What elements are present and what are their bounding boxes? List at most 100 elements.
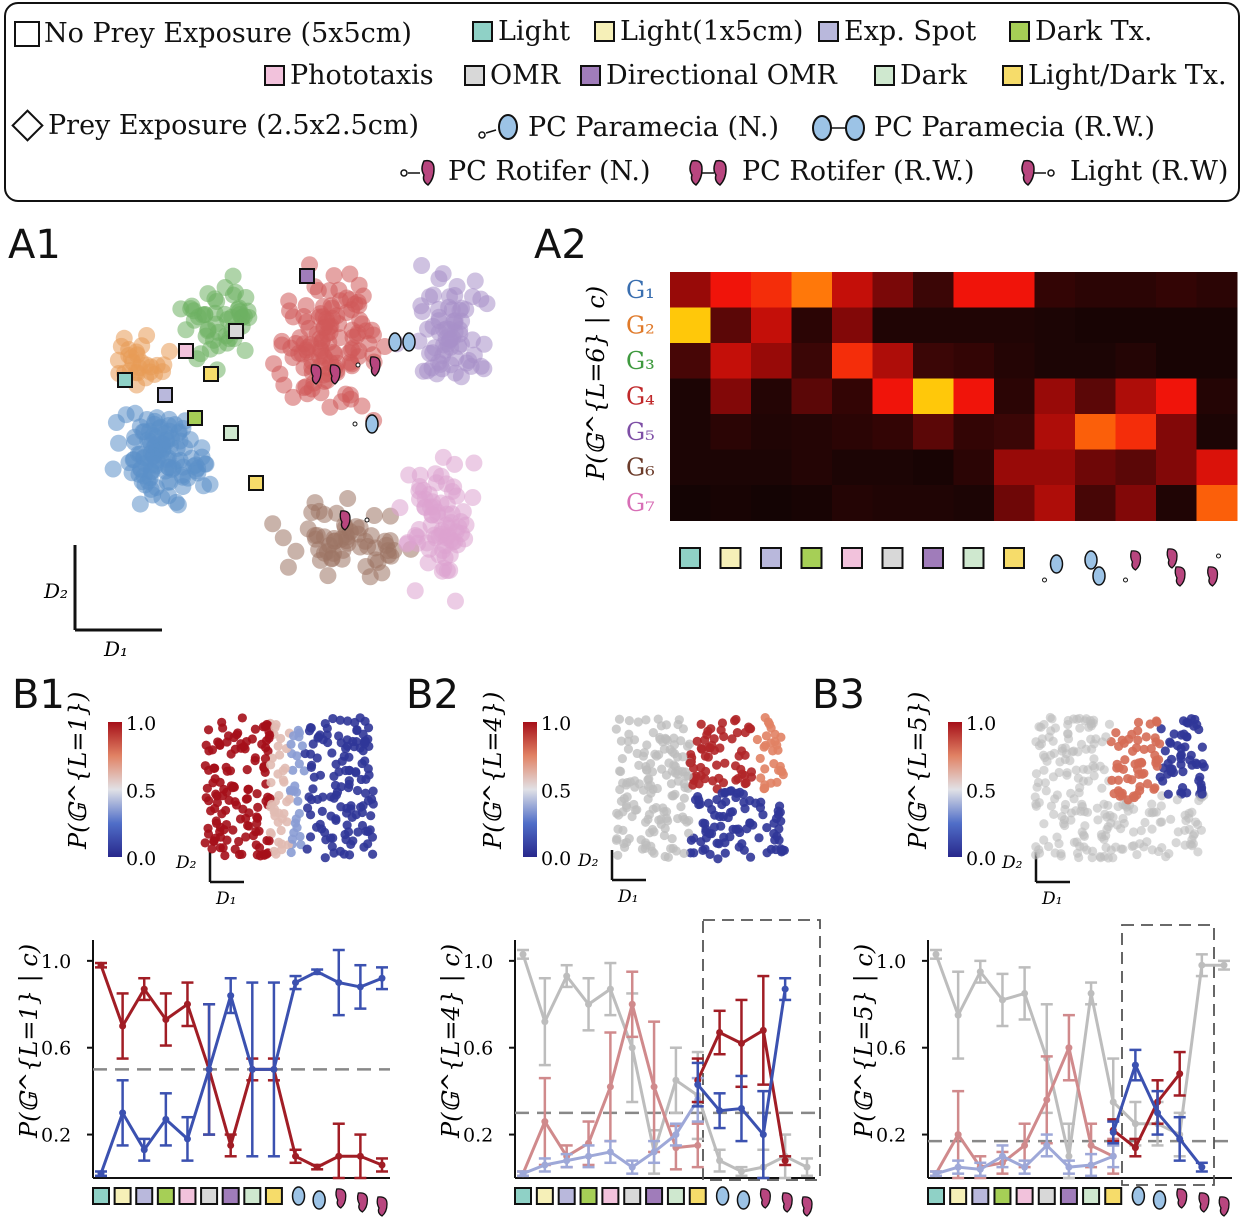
embedding-point <box>712 838 722 848</box>
embedding-point <box>220 850 230 861</box>
heatmap-cell <box>1156 378 1197 415</box>
paramecia-icon <box>1049 554 1064 574</box>
data-point <box>519 1170 527 1178</box>
scatter-point <box>284 388 302 406</box>
condition-marker <box>299 268 315 284</box>
heatmap-cell <box>1115 307 1157 344</box>
data-point <box>781 985 789 993</box>
scatter-point <box>466 272 484 290</box>
scatter-point <box>224 267 242 285</box>
heatmap-cell <box>1196 343 1238 379</box>
heatmap-cell <box>872 485 914 521</box>
embedding-point <box>234 836 244 847</box>
legend-label: PC Rotifer (N.) <box>448 156 651 187</box>
directional-omr-swatch <box>580 65 601 86</box>
paramecia-icon <box>365 414 379 434</box>
heatmap-cell <box>953 343 995 379</box>
embedding-point <box>739 845 749 855</box>
embedding-point <box>689 848 699 858</box>
embedding-point <box>1193 847 1203 857</box>
embedding-point <box>758 810 768 820</box>
heatmap-cell <box>670 485 711 521</box>
heatmap-cell <box>710 343 752 379</box>
embedding-point <box>1134 769 1144 779</box>
data-point <box>541 1018 549 1026</box>
scatter-point <box>141 363 159 381</box>
embedding-point <box>682 741 693 751</box>
y-axis-label: P(𝔾^{L=1} | c) <box>15 944 44 1139</box>
embedding-point <box>206 806 216 816</box>
y-tick-label: 0.6 <box>41 1038 71 1060</box>
b-line-charts: 1.00.60.2P(𝔾^{L=1} | c) 1.00.60.2P(𝔾^{L=4… <box>15 919 1232 1217</box>
heatmap-cell <box>751 272 792 308</box>
embedding-point <box>300 748 310 759</box>
heatmap-cell <box>832 272 873 308</box>
data-point <box>1131 1061 1139 1069</box>
embedding-point <box>1063 728 1073 739</box>
heatmap-cell <box>1196 307 1238 344</box>
embedding-point <box>1111 842 1121 852</box>
embedding-point <box>647 824 658 835</box>
data-point <box>1065 1044 1073 1052</box>
prey-dot <box>352 421 358 427</box>
condition-marker <box>178 1187 197 1205</box>
data-point <box>932 950 940 958</box>
heatmap-cell <box>872 378 914 415</box>
data-point <box>140 985 148 993</box>
data-point <box>672 1076 680 1084</box>
scatter-point <box>413 257 431 275</box>
scatter-point <box>353 397 371 415</box>
scatter-point <box>131 495 149 513</box>
embedding-point <box>366 811 376 821</box>
phototaxis-swatch <box>264 65 285 86</box>
colorbar-label: P(𝔾^{L=5}) <box>904 692 932 850</box>
embedding-point <box>1193 819 1203 830</box>
embedding-point <box>686 835 696 845</box>
y-axis-label: P(𝔾^{L=5} | c) <box>850 944 879 1139</box>
legend-label: PC Paramecia (N.) <box>528 112 780 143</box>
scatter-point <box>104 460 122 478</box>
embedding-point <box>651 803 661 813</box>
data-point <box>270 1065 278 1073</box>
scatter-point <box>448 277 466 295</box>
embedding-point <box>1046 750 1056 760</box>
condition-marker <box>156 1187 175 1205</box>
panel-label-b1: B1 <box>12 672 65 718</box>
embedding-point <box>1141 732 1151 742</box>
embedding-point <box>611 724 621 734</box>
embedding-point <box>1172 741 1183 751</box>
legend-item-light: Light <box>472 16 570 47</box>
embedding-point <box>243 821 253 831</box>
paramecia-single-icon <box>478 113 518 140</box>
data-point <box>227 992 235 1000</box>
embedding-point <box>744 722 754 732</box>
embedding-point <box>1039 765 1049 775</box>
embedding-point <box>1185 839 1195 849</box>
legend-item-dark: Dark <box>874 60 967 91</box>
heatmap-cell <box>791 414 833 450</box>
embedding-point <box>1107 775 1117 786</box>
heatmap-cell <box>1196 272 1238 308</box>
embedding-point <box>305 832 316 842</box>
heatmap-cell <box>1115 272 1157 308</box>
heatmap-cell <box>1075 378 1116 415</box>
embedding-point <box>228 825 238 835</box>
scatter-point <box>446 364 464 382</box>
embedding-point <box>278 765 288 776</box>
embedding-point <box>208 778 218 788</box>
condition-marker <box>135 1187 154 1205</box>
data-point <box>292 979 300 987</box>
embedding-point <box>242 765 252 775</box>
legend-label: Light <box>498 16 571 47</box>
data-point <box>954 1131 962 1139</box>
data-point <box>119 1022 127 1030</box>
embedding-point <box>200 838 210 848</box>
embedding-point <box>764 719 775 729</box>
embedding-point <box>286 739 296 749</box>
data-point <box>628 1000 636 1008</box>
embedding-point <box>623 736 633 746</box>
data-point <box>563 972 571 980</box>
data-point <box>1043 1141 1051 1149</box>
data-point <box>313 968 321 976</box>
embedding-point <box>204 765 214 775</box>
